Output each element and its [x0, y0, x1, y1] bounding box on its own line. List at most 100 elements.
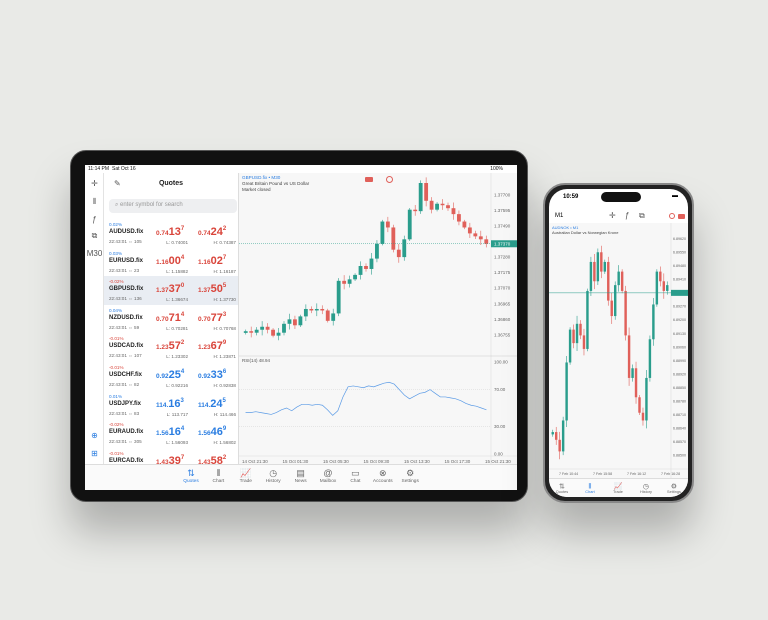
function-icon[interactable]: ƒ [92, 215, 97, 224]
candle [666, 285, 669, 291]
crosshair-icon[interactable]: ✛ [91, 179, 98, 188]
status-time: 10:59 [563, 194, 579, 200]
bid-price: 1.16004 [156, 254, 185, 267]
change-percent: -0.02% [109, 422, 124, 428]
trade-icon: 📈 [240, 468, 252, 478]
quote-row[interactable]: -0.01% EURCAD.fix 1.43397 1.43582 [104, 448, 238, 464]
candlestick-chart[interactable]: 1.37700 1.37595 1.37490 1.37280 1.37175 1.370… [239, 173, 517, 464]
candle [446, 205, 450, 209]
candle [589, 261, 593, 291]
quote-row[interactable]: 0.01% USDJPY.fix 22:43:01 ⇔ 83 114.163 1… [104, 391, 238, 420]
candle [342, 280, 347, 284]
ask-price: 0.92336 [198, 369, 227, 381]
candlestick-chart[interactable]: 6.89620 6.89550 6.89480 6.89410 6.89270 6.892… [549, 223, 688, 478]
quote-row[interactable]: -0.02% EURAUD.fix 22:43:01 ⇔ 305 1.56164… [104, 419, 238, 448]
one-click-trading-icon[interactable] [365, 177, 373, 182]
symbol-name: USDJPY.fix [109, 400, 142, 407]
candle [620, 271, 624, 291]
one-click-trading-icon[interactable] [678, 214, 685, 219]
time-tick: 15 Oct 05:30 [323, 459, 349, 464]
objects-icon[interactable]: ⧉ [639, 211, 645, 220]
quote-row[interactable]: -0.01% USDCHF.fix 22:43:01 ⇔ 82 0.92254 … [104, 362, 238, 391]
tab-label: Trade [613, 490, 623, 495]
time-tick: 15 Oct 21:30 [485, 459, 511, 464]
candle [600, 252, 603, 272]
rsi-tick: 70.00 [494, 387, 506, 392]
tab-quotes[interactable]: ⇅ Quotes [552, 482, 573, 495]
timeframe-button[interactable]: M1 [555, 213, 564, 219]
function-icon[interactable]: ƒ [625, 211, 630, 220]
tab-chart[interactable]: ⫴ Chart [580, 482, 601, 495]
quote-row[interactable]: 0.02% AUDUSD.fix 22:43:01 ⇔ 105 0.74137 … [104, 219, 238, 248]
candle [402, 239, 407, 258]
price-tick: 1.36965 [494, 301, 511, 306]
news-icon: ▤ [296, 468, 305, 478]
bid-price: 1.37370 [156, 283, 185, 296]
candle [293, 319, 297, 326]
high-price: H: 1.16187 [213, 268, 236, 274]
quote-row[interactable]: -0.02% GBPUSD.fix 22:43:01 ⇔ 136 1.37370… [104, 276, 238, 305]
time-tick: 15 Oct 13:30 [404, 459, 430, 464]
zoom-icon[interactable]: ⊕ [91, 431, 98, 440]
crosshair-icon[interactable]: ✛ [609, 211, 616, 220]
tab-mailbox[interactable]: @ Mailbox [315, 468, 341, 484]
chart-symbol[interactable]: GBPUSD.fix • M30 [242, 175, 281, 180]
time-tick: 7 Feb 16:28 [661, 472, 680, 476]
candle [575, 323, 579, 344]
low-price: L: 0.74001 [166, 240, 188, 245]
price-tick: 6.89200 [673, 318, 686, 322]
high-price: H: 1.23871 [213, 354, 236, 360]
candle [331, 313, 336, 321]
quote-time-spread: 22:43:01 ⇔ 136 [109, 296, 142, 302]
price-tick: 6.88640 [673, 427, 686, 431]
candle [610, 300, 613, 317]
objects-icon[interactable]: ⧉ [91, 231, 98, 240]
candle [607, 261, 610, 301]
search-input[interactable]: ⌕ enter symbol for search [109, 199, 237, 213]
tab-history[interactable]: ◷ History [260, 468, 286, 484]
timeframe-button[interactable]: M30 [86, 249, 103, 258]
tab-settings[interactable]: ⚙ Settings [664, 482, 685, 495]
edit-icon[interactable]: ✎ [114, 179, 121, 188]
bid-price: 0.74137 [156, 226, 185, 238]
quote-row[interactable]: 0.04% NZDUSD.fix 22:43:01 ⇔ 59 0.70714 0… [104, 305, 238, 334]
low-price: L: 1.23302 [166, 354, 188, 360]
tab-news[interactable]: ▤ News [288, 468, 314, 484]
candle [462, 221, 467, 228]
tab-history[interactable]: ◷ History [636, 482, 657, 495]
quote-row[interactable]: -0.01% USDCAD.fix 22:43:01 ⇔ 107 1.23572… [104, 333, 238, 362]
time-tick: 15 Oct 17:30 [445, 459, 471, 464]
price-tick: 1.37490 [494, 223, 511, 228]
symbol-name: EURCAD.fix [109, 457, 144, 464]
add-icon[interactable]: ⊞ [91, 449, 98, 458]
tab-trade[interactable]: 📈 Trade [608, 482, 629, 495]
ask-price: 1.23679 [198, 340, 227, 353]
chart-description: Australian Dollar vs Norwegian Krone [552, 230, 619, 235]
candle [276, 332, 281, 336]
high-price: H: 0.74387 [213, 240, 236, 245]
time-tick: 7 Feb 15:58 [593, 472, 612, 476]
tab-chat[interactable]: ▭ Chat [342, 468, 368, 484]
candle [638, 397, 641, 413]
chart-symbol[interactable]: AUDNOK • M1 [552, 225, 579, 230]
quote-time-spread: 22:43:01 ⇔ 23 [109, 267, 140, 273]
tab-chart[interactable]: ⫴ Chart [205, 468, 231, 484]
high-price: H: 0.70768 [213, 325, 236, 331]
timer-icon[interactable] [386, 176, 393, 183]
tab-trade[interactable]: 📈 Trade [233, 468, 259, 484]
chart-area[interactable]: 1.37700 1.37595 1.37490 1.37280 1.37175 1.370… [239, 173, 517, 464]
candle [641, 412, 645, 421]
quote-row[interactable]: 0.03% EURUSD.fix 22:43:01 ⇔ 23 1.16004 1… [104, 248, 238, 277]
tab-label: Quotes [555, 490, 569, 495]
tab-label: Trade [239, 479, 252, 484]
low-price: L: 1.56093 [166, 440, 188, 446]
tab-quotes[interactable]: ⇅ Quotes [178, 468, 204, 484]
candle [435, 203, 439, 210]
candle [593, 261, 596, 282]
indicators-icon[interactable]: ⫴ [92, 197, 97, 206]
candle [249, 331, 254, 333]
tab-accounts[interactable]: ⊗ Accounts [370, 468, 396, 484]
tab-settings[interactable]: ⚙ Settings [397, 468, 423, 484]
timer-icon[interactable] [669, 213, 675, 219]
candle [314, 308, 319, 311]
